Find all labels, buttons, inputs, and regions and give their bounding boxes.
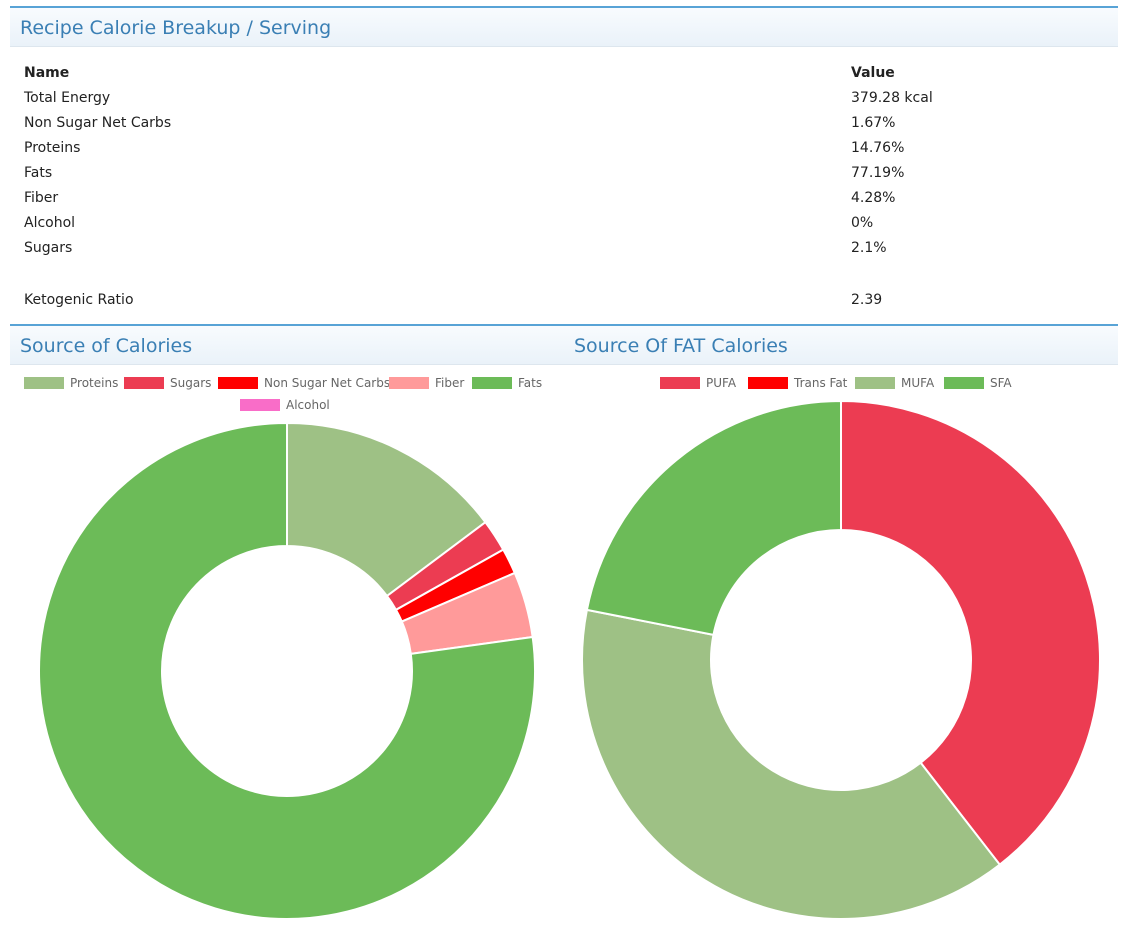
- legend-swatch-pufa: [660, 377, 700, 389]
- legend-label-sfa: SFA: [990, 376, 1012, 390]
- legend-swatch-trans-fat: [748, 377, 788, 389]
- row-value: 0%: [851, 215, 874, 231]
- legend-swatch-fats: [472, 377, 512, 389]
- source-of-calories-title: Source of Calories: [20, 335, 193, 357]
- table-row: Sugars 2.1%: [24, 240, 1114, 265]
- legend-label-alcohol: Alcohol: [286, 398, 330, 412]
- legend-swatch-sugars: [124, 377, 164, 389]
- source-of-calories-donut: [38, 421, 536, 920]
- calorie-breakup-title: Recipe Calorie Breakup / Serving: [20, 17, 332, 39]
- slice-pufa: [840, 399, 1101, 867]
- row-name: Fiber: [24, 190, 59, 206]
- row-name: Fats: [24, 165, 53, 181]
- table-row: Fats 77.19%: [24, 165, 1114, 190]
- column-header-name: Name: [24, 65, 70, 81]
- slice-mufa: [581, 608, 1002, 920]
- slice-fats: [38, 421, 536, 920]
- table-row: Alcohol 0%: [24, 215, 1114, 240]
- table-row: Fiber 4.28%: [24, 190, 1114, 215]
- fat-calories-header: Source Of FAT Calories: [564, 324, 1118, 365]
- row-value: 2.1%: [851, 240, 887, 256]
- legend-label-fiber: Fiber: [435, 376, 464, 390]
- legend-label-fats: Fats: [518, 376, 542, 390]
- legend-label-proteins: Proteins: [70, 376, 118, 390]
- source-of-calories-legend: Proteins Sugars Non Sugar Net Carbs Fiber Fa…: [24, 376, 542, 412]
- source-of-fat-calories-donut: [581, 399, 1101, 920]
- row-value: 14.76%: [851, 140, 905, 156]
- legend-label-mufa: MUFA: [901, 376, 935, 390]
- table-row: Total Energy 379.28 kcal: [24, 90, 1114, 115]
- slice-sfa: [585, 399, 842, 637]
- row-value: 379.28 kcal: [851, 90, 933, 106]
- row-value: 1.67%: [851, 115, 896, 131]
- legend-label-pufa: PUFA: [706, 376, 737, 390]
- source-of-fat-calories-legend: PUFA Trans Fat MUFA SFA: [660, 376, 1012, 390]
- slice-proteins: [286, 421, 487, 598]
- row-value: 2.39: [851, 292, 883, 308]
- row-value: 4.28%: [851, 190, 896, 206]
- table-header-row: Name Value: [24, 65, 1114, 90]
- row-name: Non Sugar Net Carbs: [24, 115, 172, 131]
- table-row: Proteins 14.76%: [24, 140, 1114, 165]
- legend-swatch-non-sugar-net-carbs: [218, 377, 258, 389]
- legend-swatch-proteins: [24, 377, 64, 389]
- legend-label-non-sugar-net-carbs: Non Sugar Net Carbs: [264, 376, 390, 390]
- legend-swatch-fiber: [389, 377, 429, 389]
- row-name: Total Energy: [24, 90, 111, 106]
- fat-calories-title: Source Of FAT Calories: [574, 335, 788, 357]
- row-name: Sugars: [24, 240, 73, 256]
- legend-swatch-mufa: [855, 377, 895, 389]
- row-name: Alcohol: [24, 215, 76, 231]
- column-header-value: Value: [851, 65, 895, 81]
- legend-label-sugars: Sugars: [170, 376, 211, 390]
- legend-swatch-alcohol: [240, 399, 280, 411]
- row-name: Ketogenic Ratio: [24, 292, 134, 308]
- table-row: Non Sugar Net Carbs 1.67%: [24, 115, 1114, 140]
- row-name: Proteins: [24, 140, 81, 156]
- row-value: 77.19%: [851, 165, 905, 181]
- source-of-calories-header: Source of Calories: [10, 324, 564, 365]
- ketogenic-ratio-row: Ketogenic Ratio 2.39: [24, 292, 1114, 317]
- legend-label-trans-fat: Trans Fat: [793, 376, 848, 390]
- legend-swatch-sfa: [944, 377, 984, 389]
- calorie-breakup-header: Recipe Calorie Breakup / Serving: [10, 6, 1118, 47]
